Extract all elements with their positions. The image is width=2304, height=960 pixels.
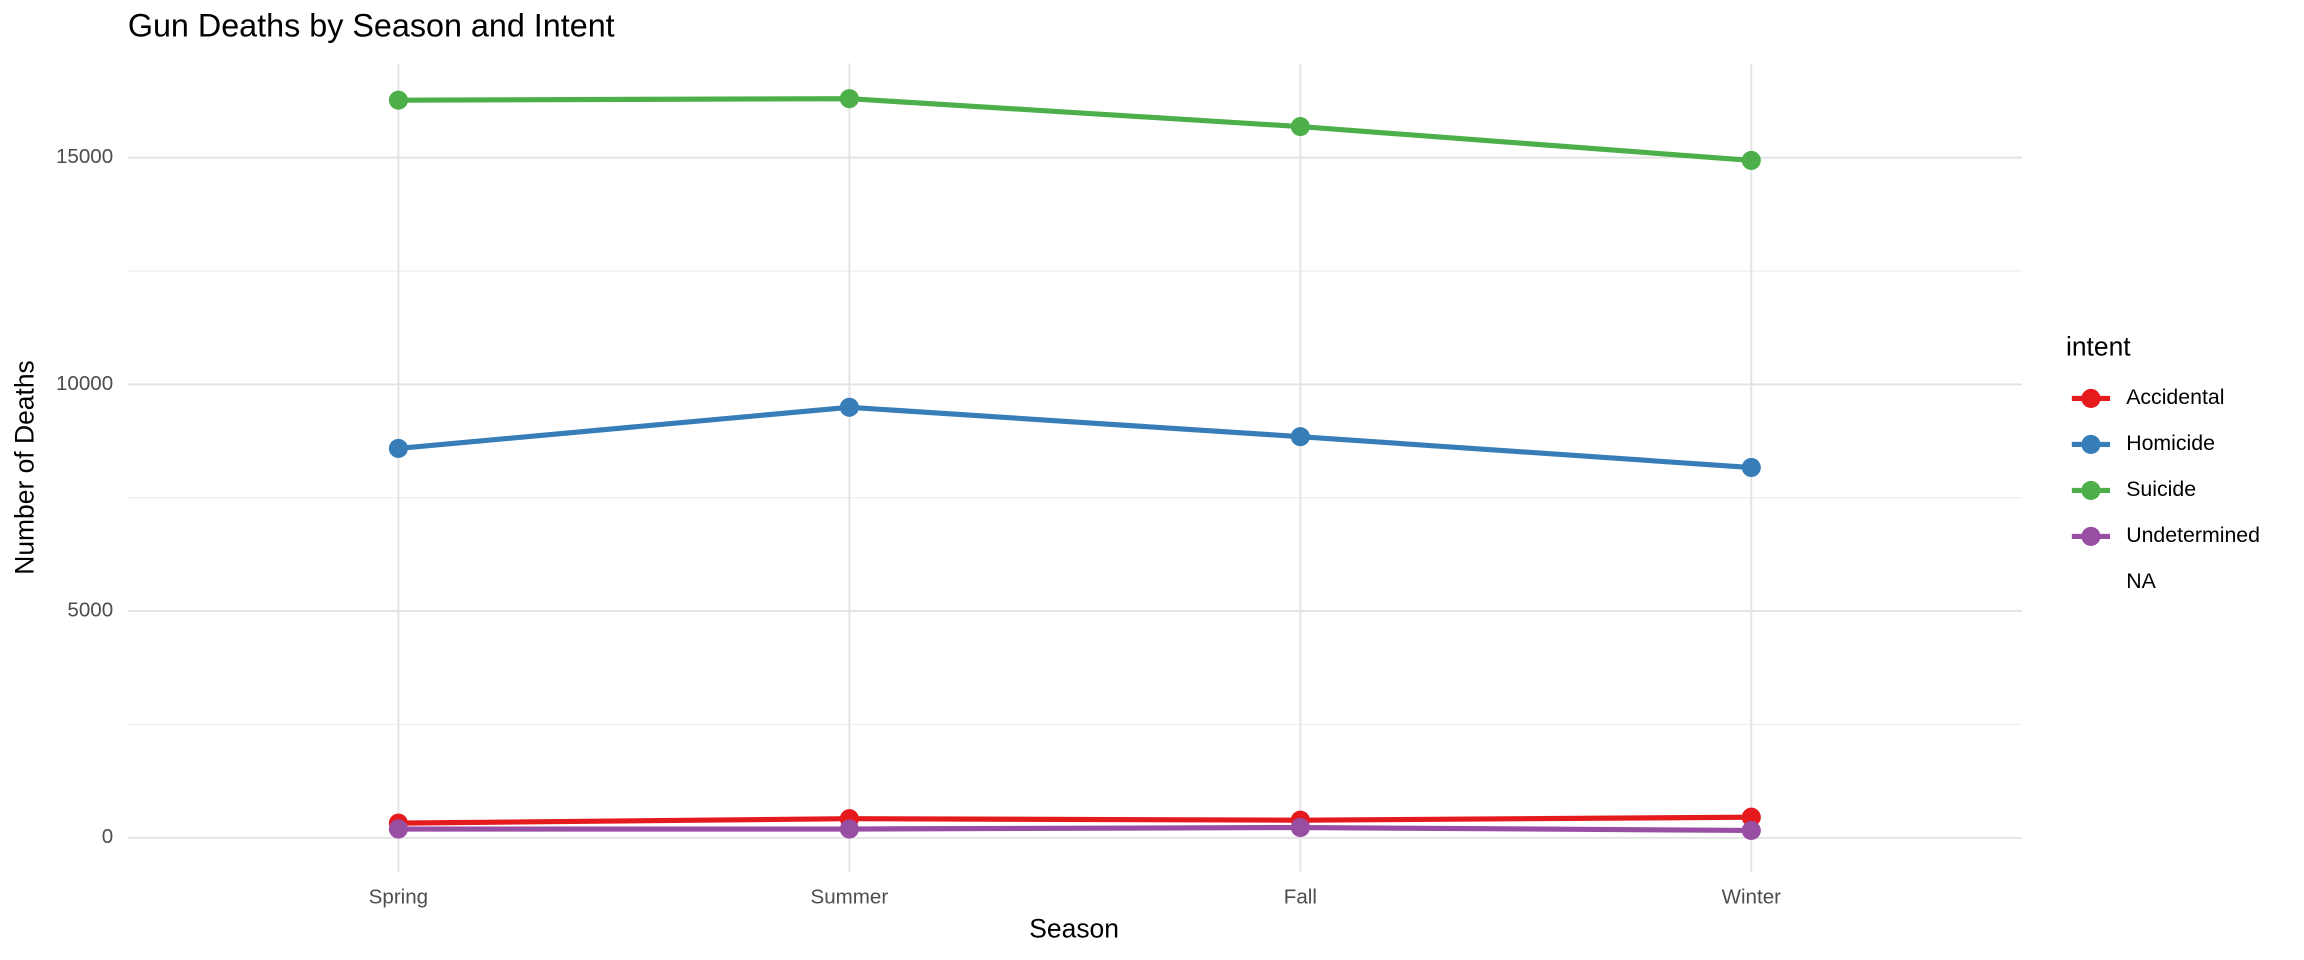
data-point <box>1290 427 1310 447</box>
data-point <box>839 819 859 839</box>
y-tick-label: 10000 <box>56 372 113 395</box>
legend-label: Accidental <box>2126 385 2224 409</box>
x-tick-label: Summer <box>811 885 889 908</box>
legend-label: Undetermined <box>2126 523 2260 547</box>
chart-title: Gun Deaths by Season and Intent <box>128 8 615 44</box>
data-point <box>388 819 408 839</box>
legend-key-point <box>2081 480 2101 500</box>
y-tick-label: 15000 <box>56 145 113 168</box>
y-tick-label: 0 <box>102 825 113 848</box>
series-line <box>398 96 1752 163</box>
x-tick-label: Spring <box>369 885 428 908</box>
data-point <box>839 397 859 417</box>
data-point <box>1290 117 1310 137</box>
legend-key-point <box>2081 526 2101 546</box>
legend-key-point <box>2081 388 2101 408</box>
data-point <box>1741 807 1761 827</box>
data-point <box>1741 820 1761 841</box>
series-line <box>398 824 1752 834</box>
legend-title: intent <box>2066 331 2131 361</box>
data-point <box>388 90 408 110</box>
legend-label: Homicide <box>2126 431 2215 455</box>
x-axis-title: Season <box>1029 913 1119 943</box>
legend-label: NA <box>2126 569 2156 593</box>
series-line <box>398 814 1752 826</box>
y-tick-label: 5000 <box>67 599 113 622</box>
x-tick-label: Winter <box>1722 885 1782 908</box>
legend-label: Suicide <box>2126 477 2196 501</box>
data-point <box>1290 817 1310 838</box>
x-tick-label: Fall <box>1284 885 1317 908</box>
data-point <box>388 438 408 458</box>
series-line <box>398 404 1752 471</box>
data-point <box>839 89 859 109</box>
y-axis-title: Number of Deaths <box>9 360 39 575</box>
data-point <box>1741 150 1761 170</box>
legend-key-point <box>2081 434 2101 454</box>
data-point <box>1741 457 1761 478</box>
